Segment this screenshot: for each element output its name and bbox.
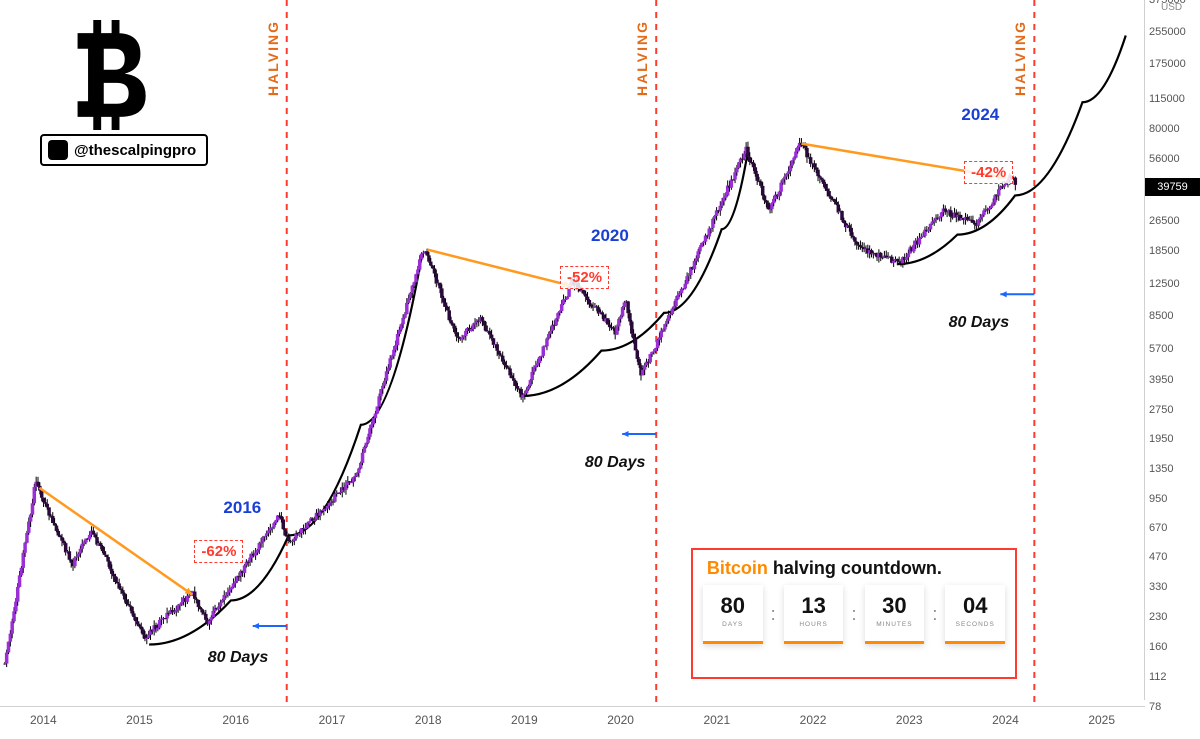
y-tick: 1950 [1149,433,1173,445]
x-tick: 2023 [896,713,923,727]
halving-label: HALVING [265,20,281,96]
countdown-cell: 30 MINUTES [865,585,925,644]
y-tick: 670 [1149,522,1167,534]
countdown-row: 80DAYS:13HOURS:30MINUTES:04SECONDS [693,585,1015,656]
countdown-cell: 13 HOURS [784,585,844,644]
y-tick: 78 [1149,701,1161,713]
x-tick: 2021 [703,713,730,727]
countdown-sep: : [771,604,776,625]
eighty-days-label: 80 Days [949,314,1010,332]
drawdown-badge: -62% [194,540,243,563]
x-axis: 2014 2015 2016 2017 2018 2019 2020 2021 2022 2023… [0,706,1145,739]
y-tick: 5700 [1149,343,1173,355]
y-tick: 255000 [1149,26,1186,38]
countdown-title-accent: Bitcoin [707,558,768,578]
x-tick: 2019 [511,713,538,727]
eighty-days-label: 80 Days [585,454,646,472]
y-tick: 8500 [1149,310,1173,322]
countdown-unit: SECONDS [945,621,1005,628]
x-tick: 2024 [992,713,1019,727]
countdown-title: Bitcoin halving countdown. [707,558,1015,579]
author-handle-text: @thescalpingpro [74,142,196,159]
countdown-sep: : [851,604,856,625]
countdown-unit: HOURS [784,621,844,628]
x-tick: 2015 [126,713,153,727]
current-price-badge: 39759 [1145,178,1200,196]
cycle-year-label: 2016 [223,498,261,518]
countdown-unit: MINUTES [865,621,925,628]
y-tick: 26500 [1149,215,1180,227]
y-tick: 950 [1149,493,1167,505]
countdown-value: 04 [945,593,1005,619]
countdown-value: 80 [703,593,763,619]
y-tick: 160 [1149,641,1167,653]
x-tick: 2017 [319,713,346,727]
y-tick: 112 [1149,671,1167,683]
x-tick: 2020 [607,713,634,727]
y-tick: 2750 [1149,404,1173,416]
y-tick: 3950 [1149,374,1173,386]
y-tick: 115000 [1149,93,1185,105]
x-tick: 2022 [800,713,827,727]
halving-label: HALVING [1012,20,1028,96]
x-tick: 2025 [1088,713,1115,727]
drawdown-badge: -42% [964,161,1013,184]
y-tick: 56000 [1149,153,1180,165]
y-tick: 80000 [1149,123,1180,135]
x-tick: 2016 [222,713,249,727]
countdown-cell: 80 DAYS [703,585,763,644]
countdown-value: 30 [865,593,925,619]
y-tick: 470 [1149,551,1167,563]
eighty-days-label: 80 Days [208,649,269,667]
halving-label: HALVING [634,20,650,96]
x-tick: 2018 [415,713,442,727]
countdown-sep: : [932,604,937,625]
x-tick: 2014 [30,713,57,727]
y-tick: 175000 [1149,58,1186,70]
y-tick: 12500 [1149,278,1180,290]
countdown-title-rest: halving countdown. [768,558,942,578]
cycle-year-label: 2024 [961,105,999,125]
halving-countdown-panel: Bitcoin halving countdown. 80DAYS:13HOUR… [691,548,1017,679]
bitcoin-logo-icon [66,20,152,135]
y-tick: 1350 [1149,463,1173,475]
drawdown-badge: -52% [560,266,609,289]
y-tick: 330 [1149,581,1167,593]
y-tick: 230 [1149,611,1167,623]
y-axis: USD 781121602303304706709501350195027503… [1144,0,1200,700]
y-tick: 375000 [1149,0,1186,6]
cycle-year-label: 2020 [591,226,629,246]
countdown-cell: 04 SECONDS [945,585,1005,644]
countdown-unit: DAYS [703,621,763,628]
x-logo-icon [48,140,68,160]
y-tick: 18500 [1149,245,1180,257]
author-handle-badge[interactable]: @thescalpingpro [40,134,208,166]
countdown-value: 13 [784,593,844,619]
